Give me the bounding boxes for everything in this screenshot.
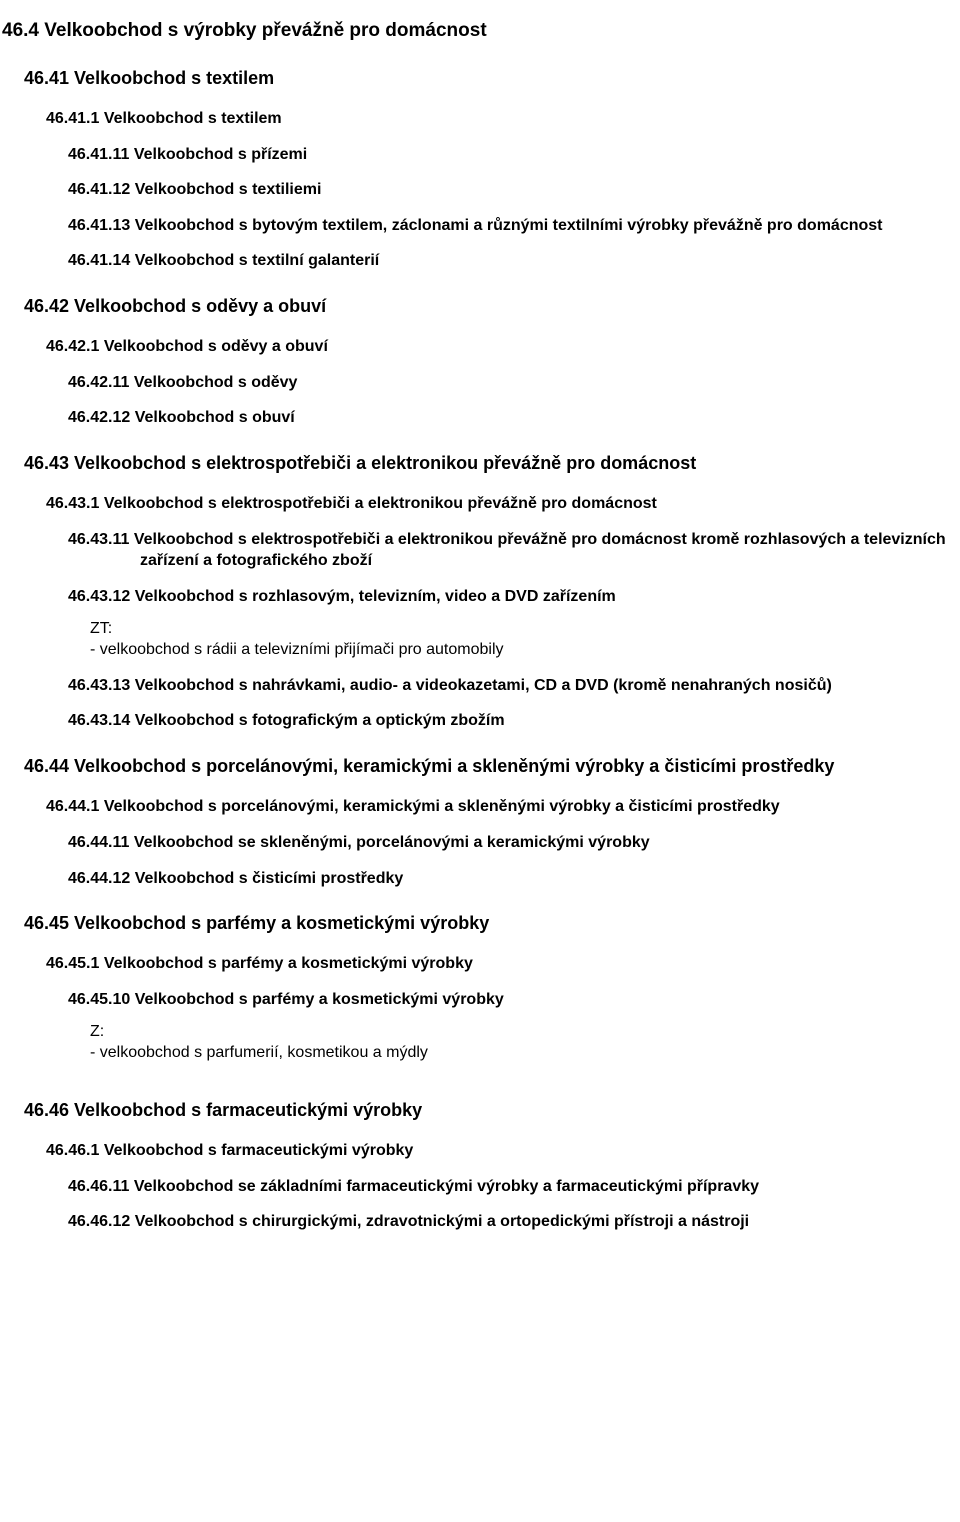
note-label-zt: ZT: [90,618,958,640]
heading-46-44: 46.44 Velkoobchod s porcelánovými, keram… [24,754,958,778]
item-46-45-10: 46.45.10 Velkoobchod s parfémy a kosmeti… [68,989,958,1011]
heading-46-41: 46.41 Velkoobchod s textilem [24,66,958,90]
item-46-46-11: 46.46.11 Velkoobchod se základními farma… [68,1176,958,1198]
heading-46-41-1: 46.41.1 Velkoobchod s textilem [46,108,958,130]
heading-46-44-1: 46.44.1 Velkoobchod s porcelánovými, ker… [46,796,958,818]
heading-46-45: 46.45 Velkoobchod s parfémy a kosmetický… [24,911,958,935]
heading-46-42: 46.42 Velkoobchod s oděvy a obuví [24,294,958,318]
note-text-46-43-12: - velkoobchod s rádii a televizními přij… [90,639,958,661]
item-46-43-12: 46.43.12 Velkoobchod s rozhlasovým, tele… [68,586,958,608]
heading-46-46-1: 46.46.1 Velkoobchod s farmaceutickými vý… [46,1140,958,1162]
item-46-41-14: 46.41.14 Velkoobchod s textilní galanter… [68,250,958,272]
heading-46-42-1: 46.42.1 Velkoobchod s oděvy a obuví [46,336,958,358]
heading-46-43-1: 46.43.1 Velkoobchod s elektrospotřebiči … [46,493,958,515]
item-46-42-11: 46.42.11 Velkoobchod s oděvy [68,372,958,394]
item-46-41-13: 46.41.13 Velkoobchod s bytovým textilem,… [68,215,958,237]
note-46-43-12: ZT: - velkoobchod s rádii a televizními … [90,618,958,661]
note-text-46-45-10: - velkoobchod s parfumerií, kosmetikou a… [90,1042,958,1064]
heading-46-46: 46.46 Velkoobchod s farmaceutickými výro… [24,1098,958,1122]
item-46-44-12: 46.44.12 Velkoobchod s čisticími prostře… [68,868,958,890]
note-46-45-10: Z: - velkoobchod s parfumerií, kosmetiko… [90,1021,958,1064]
item-46-42-12: 46.42.12 Velkoobchod s obuví [68,407,958,429]
item-46-43-13: 46.43.13 Velkoobchod s nahrávkami, audio… [68,675,958,697]
heading-46-4: 46.4 Velkoobchod s výrobky převážně pro … [2,18,958,44]
item-46-41-12: 46.41.12 Velkoobchod s textiliemi [68,179,958,201]
item-46-43-11: 46.43.11 Velkoobchod s elektrospotřebiči… [68,529,958,572]
item-46-41-11: 46.41.11 Velkoobchod s přízemi [68,144,958,166]
note-label-z: Z: [90,1021,958,1043]
item-46-46-12: 46.46.12 Velkoobchod s chirurgickými, zd… [68,1211,958,1233]
heading-46-45-1: 46.45.1 Velkoobchod s parfémy a kosmetic… [46,953,958,975]
heading-46-43: 46.43 Velkoobchod s elektrospotřebiči a … [24,451,958,475]
document-page: 46.4 Velkoobchod s výrobky převážně pro … [0,0,960,1283]
item-46-43-14: 46.43.14 Velkoobchod s fotografickým a o… [68,710,958,732]
item-46-44-11: 46.44.11 Velkoobchod se skleněnými, porc… [68,832,958,854]
